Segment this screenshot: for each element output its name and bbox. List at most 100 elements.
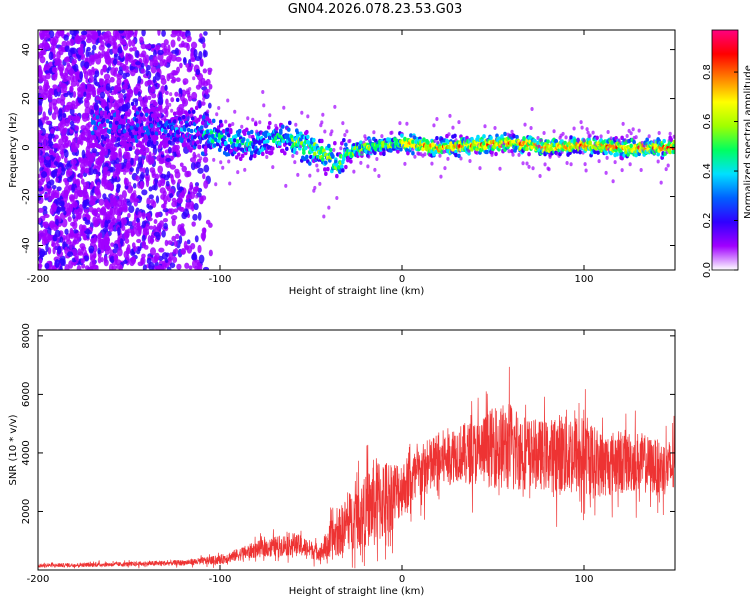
spectrogram-cell [605,155,609,160]
spectrogram-cell [543,162,547,167]
spectrogram-cell [166,132,171,138]
spectrogram-cell [475,150,479,155]
spectrogram-cell [61,40,68,47]
spectrogram-cell [511,152,515,157]
spectrogram-cell [202,227,207,236]
spectrogram-cell [135,69,139,74]
spectrogram-cell [187,95,193,102]
spectrogram-cell [95,174,99,180]
spectrogram-cell [184,123,189,128]
spectrogram-cell [123,151,129,160]
spectrogram-cell [119,140,124,146]
spectrogram-cell [53,168,58,174]
spectrogram-cell [116,86,122,92]
spectrogram-cell [139,173,144,182]
spectrogram-cell [102,193,107,200]
spectrogram-cell [70,221,76,227]
spectrogram-cell [38,147,41,157]
spectrogram-cell [171,218,176,227]
spectrogram-cell [165,161,172,168]
spectrogram-cell [147,212,152,221]
spectrogram-cell [323,167,327,172]
spectrogram-cell [324,171,328,177]
spectrogram-cell [90,86,96,92]
spectrogram-cell [123,115,128,120]
spectrogram-cell [609,136,613,141]
spectrogram-cell [197,167,204,174]
spectrogram-cell [142,264,147,270]
spectrogram-cell [457,120,461,125]
spectrogram-frame [37,29,676,271]
spectrogram-cell [432,123,436,128]
spectrogram-cell [132,46,137,52]
spectrogram-cell [447,132,451,137]
spectrogram-cell [525,161,529,166]
spectrogram-cell [157,96,164,106]
spectrogram-cell [254,120,258,125]
spectrogram-cell [186,138,191,143]
spectrogram-cell [76,137,81,146]
spectrogram-cell [100,134,105,140]
spectrogram-cell [510,149,514,154]
spectrogram-cell [189,128,194,134]
spectrogram-cell [139,112,144,117]
spectrogram-cell [175,56,182,62]
spectrogram-cell [107,93,111,98]
spectrogram-cell [312,137,316,143]
spectrogram-cell [137,75,142,84]
spectrogram-cell [169,164,177,170]
spectrogram-cell [50,44,55,51]
spectrogram-cell [60,30,65,36]
spectrogram-cell [639,168,643,173]
spectrogram-cell [92,259,96,268]
spectrogram-cell [174,47,179,56]
spectrogram-cell [62,127,67,136]
spectrogram-cell [69,195,75,203]
spectrogram-cell [91,58,95,65]
spectrogram-cell [306,114,310,119]
spectrogram-cell [161,252,168,260]
spectrogram-cell [151,106,156,112]
spectrogram-cell [161,150,165,155]
spectrogram-cell [382,151,386,157]
spectrogram-cell [168,129,173,135]
spectrogram-cell [161,263,167,270]
spectrogram-cell [99,78,103,83]
spectrogram-cell [333,141,337,146]
spectrogram-cell [43,145,50,151]
spectrogram-cell [189,191,196,199]
spectrogram-cell [202,80,209,87]
spectrogram-cell [190,116,195,121]
spectrogram-cell [133,86,139,95]
spectrogram-cell [580,125,584,130]
spectrogram-cell [139,99,145,107]
spectrogram-cell [84,106,91,116]
spectrogram-cell [155,127,160,132]
spectrogram-cell [71,184,75,193]
spectrogram-cell [164,239,169,247]
spectrogram-cell [615,152,619,157]
spectrogram-cell [102,122,107,128]
spectrogram-cell [82,201,87,209]
spectrogram-cell [76,233,82,239]
spectrogram-cell [48,101,53,109]
spectrogram-cell [43,251,48,256]
spectrogram-cell [107,211,112,221]
spectrogram-cell [110,242,115,247]
spectrogram-cell [94,186,100,195]
spectrogram-cell [58,138,64,145]
spectrogram-cell [197,153,201,158]
spectrogram-cell [150,131,155,136]
spectrogram-cell [293,160,297,165]
spectrogram-cell [180,108,185,115]
spectrogram-cell [375,157,379,162]
spectrogram-cell [305,154,309,160]
spectrogram-cell [38,64,42,73]
spectrogram-cell [171,235,177,242]
spectrogram-cell [122,84,129,90]
spectrogram-cell [547,167,551,172]
spectrogram-cell [181,97,189,107]
spectrogram-cell [106,67,110,74]
spectrogram-cell [49,207,55,215]
spectrogram-cell [82,127,89,134]
